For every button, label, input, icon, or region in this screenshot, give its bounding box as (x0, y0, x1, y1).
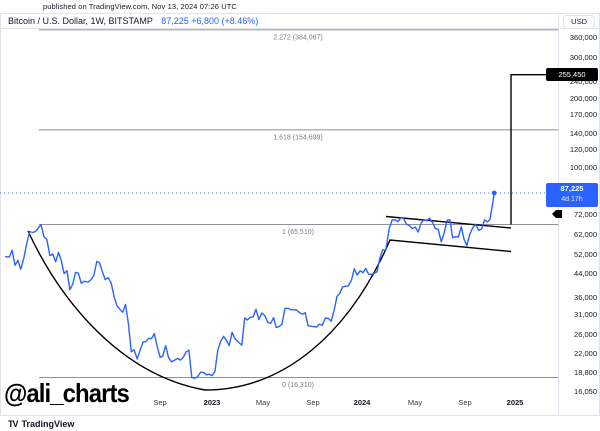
price-tick: 31,000 (574, 309, 597, 319)
tradingview-footer-link[interactable]: TV TradingView (8, 419, 74, 429)
last-price-quote: 87,225 +6,800 (+8.46%) (161, 16, 259, 26)
price-tick: 16,050 (574, 386, 597, 396)
cup-and-handle-curve (27, 230, 512, 391)
symbol-title: Bitcoin / U.S. Dollar, 1W, BITSTAMP (8, 16, 153, 26)
price-tick: 200,000 (569, 93, 597, 103)
currency-toggle-button[interactable]: USD (563, 15, 595, 29)
last-price-dot (491, 190, 497, 196)
price-tick: 26,000 (574, 329, 597, 339)
price-tick: 100,000 (569, 162, 597, 172)
chart-legend: Bitcoin / U.S. Dollar, 1W, BITSTAMP 87,2… (8, 16, 258, 26)
time-tick: 2023 (203, 398, 221, 407)
fib-level-label: 0 (16,310) (282, 382, 314, 389)
time-tick: Sep (306, 398, 320, 407)
price-tick: 170,000 (569, 109, 597, 119)
last-price-label: 87,225 4d 17h (546, 183, 598, 207)
time-tick: 2025 (506, 398, 524, 407)
price-tick: 72,000 (574, 209, 597, 219)
price-tick: 22,000 (574, 348, 597, 358)
frame-top-border (0, 13, 600, 14)
price-tick: 300,000 (569, 52, 597, 62)
frame-bottom-border (0, 415, 600, 416)
price-tick: 360,000 (569, 32, 597, 42)
handle-upper-trendline (385, 215, 512, 229)
price-tick: 36,000 (574, 292, 597, 302)
price-line (4, 192, 495, 379)
target-projection-line (510, 74, 548, 225)
price-tick: 44,000 (574, 268, 597, 278)
time-tick: Sep (153, 398, 167, 407)
tradingview-logo-icon: TV (8, 419, 18, 429)
tradingview-logo-text: TradingView (21, 419, 75, 429)
time-tick: Sep (458, 398, 472, 407)
price-tick: 120,000 (569, 144, 597, 154)
published-caption: published on TradingView.com, Nov 13, 20… (43, 2, 237, 11)
fib-level-label: 1.618 (154,699) (273, 134, 322, 141)
price-tick: 52,000 (574, 249, 597, 259)
fib-level-label: 1 (65,510) (282, 229, 314, 236)
header-divider (0, 28, 600, 29)
price-tick: 240,000 (569, 76, 597, 86)
frame-left-border (0, 13, 1, 416)
author-watermark: @ali_charts (4, 378, 130, 408)
price-tick: 18,800 (574, 367, 597, 377)
bar-countdown: 4d 17h (561, 196, 583, 203)
time-tick: May (255, 398, 271, 407)
time-tick: 2024 (353, 398, 371, 407)
time-tick: May (407, 398, 423, 407)
price-tick: 62,000 (574, 229, 597, 239)
axis-price-mark (552, 210, 562, 218)
fib-level-label: 2.272 (384,067) (273, 34, 322, 41)
target-price-label: 255,450 (546, 68, 598, 81)
last-price-value: 87,225 (560, 184, 584, 193)
price-tick: 140,000 (569, 128, 597, 138)
